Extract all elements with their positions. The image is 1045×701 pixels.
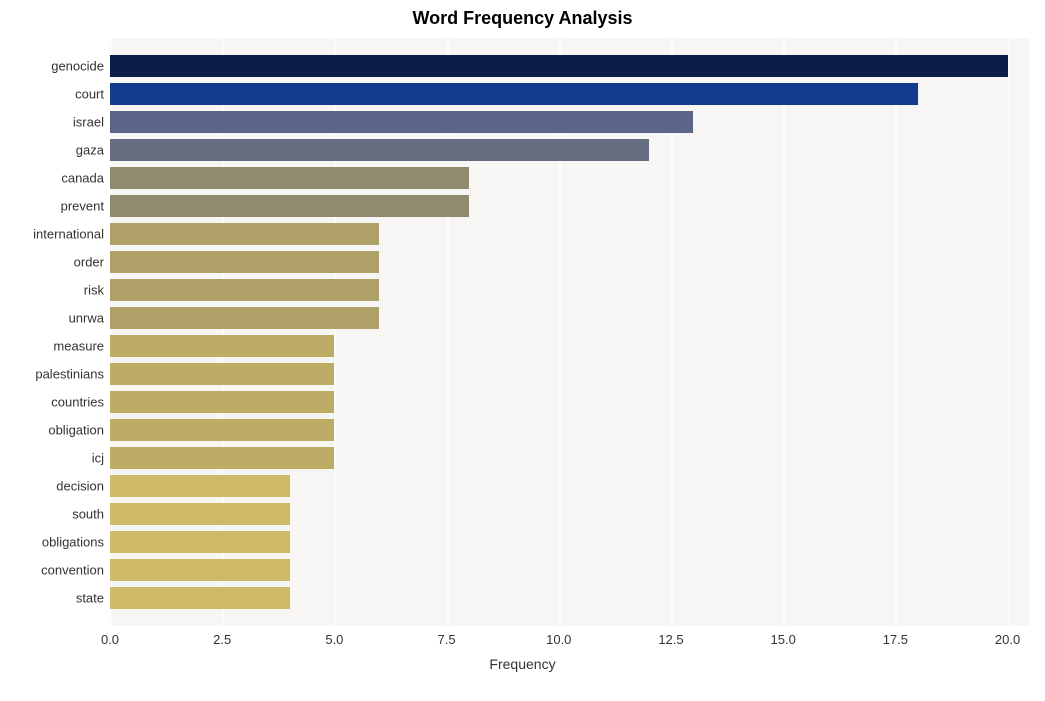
bar — [110, 587, 290, 609]
y-tick-label: south — [72, 507, 104, 522]
gridline — [1008, 38, 1010, 626]
chart-container: Word Frequency Analysis Frequency 0.0 2.5… — [0, 0, 1045, 701]
bar — [110, 83, 918, 105]
x-tick-label: 12.5 — [658, 632, 683, 647]
x-tick-label: 10.0 — [546, 632, 571, 647]
x-tick-label: 20.0 — [995, 632, 1020, 647]
bar — [110, 391, 334, 413]
y-tick-label: unrwa — [69, 311, 104, 326]
y-tick-label: obligations — [42, 535, 104, 550]
bar — [110, 251, 379, 273]
y-tick-label: prevent — [61, 199, 104, 214]
y-tick-label: risk — [84, 283, 104, 298]
bar — [110, 167, 469, 189]
y-tick-label: icj — [92, 451, 104, 466]
y-tick-label: countries — [51, 395, 104, 410]
y-tick-label: convention — [41, 563, 104, 578]
bar — [110, 223, 379, 245]
y-tick-label: obligation — [48, 423, 104, 438]
bar — [110, 335, 334, 357]
chart-title: Word Frequency Analysis — [0, 8, 1045, 29]
gridline — [783, 38, 785, 626]
y-tick-label: canada — [61, 171, 104, 186]
x-tick-label: 7.5 — [438, 632, 456, 647]
y-tick-label: state — [76, 591, 104, 606]
x-tick-label: 0.0 — [101, 632, 119, 647]
y-tick-label: gaza — [76, 143, 104, 158]
y-tick-label: measure — [53, 339, 104, 354]
x-tick-label: 15.0 — [771, 632, 796, 647]
bar — [110, 111, 693, 133]
bar — [110, 531, 290, 553]
y-tick-label: palestinians — [35, 367, 104, 382]
bar — [110, 559, 290, 581]
bar — [110, 475, 290, 497]
x-tick-label: 17.5 — [883, 632, 908, 647]
plot-area — [110, 38, 1030, 626]
bar — [110, 55, 1008, 77]
bar — [110, 279, 379, 301]
bar — [110, 195, 469, 217]
x-tick-label: 5.0 — [325, 632, 343, 647]
gridline — [895, 38, 897, 626]
y-tick-label: decision — [56, 479, 104, 494]
y-tick-label: order — [74, 255, 104, 270]
bar — [110, 503, 290, 525]
bar — [110, 139, 649, 161]
bar — [110, 447, 334, 469]
x-axis-label: Frequency — [0, 656, 1045, 672]
bar — [110, 363, 334, 385]
y-tick-label: israel — [73, 115, 104, 130]
y-tick-label: international — [33, 227, 104, 242]
bar — [110, 307, 379, 329]
y-tick-label: court — [75, 87, 104, 102]
x-tick-label: 2.5 — [213, 632, 231, 647]
bar — [110, 419, 334, 441]
y-tick-label: genocide — [51, 59, 104, 74]
